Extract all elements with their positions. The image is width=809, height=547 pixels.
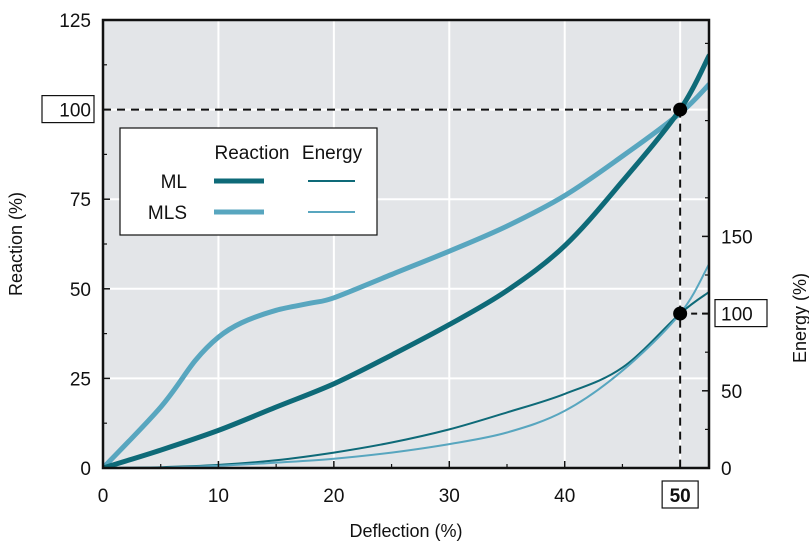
legend: Reaction Energy ML MLS	[119, 127, 378, 236]
y-tick-label: 75	[70, 190, 91, 211]
y-axis-title: Reaction (%)	[6, 192, 26, 296]
x-axis-title: Deflection (%)	[349, 521, 462, 541]
y-tick-highlight-box	[41, 94, 95, 124]
x-tick-label: 0	[98, 486, 109, 507]
y2-axis-title: Energy (%)	[790, 273, 809, 363]
y-tick-label: 100	[59, 101, 91, 122]
plot-background	[103, 20, 709, 468]
series-layer	[103, 53, 709, 468]
series-line-mls-reaction	[103, 82, 709, 468]
x-tick-label: 20	[323, 486, 344, 507]
axis-ticks	[102, 19, 709, 469]
y2-tick-highlight-box	[714, 299, 768, 328]
reference-marker	[673, 306, 688, 321]
series-line-mls-energy	[103, 263, 709, 468]
reference-marker	[673, 102, 688, 117]
x-tick-label: 30	[439, 486, 460, 507]
series-line-ml-reaction	[103, 53, 709, 468]
x-tick-label: 50	[670, 486, 691, 507]
x-tick-label: 10	[208, 486, 229, 507]
y2-tick-label: 0	[721, 459, 732, 480]
y-tick-label: 25	[70, 369, 91, 390]
y2-tick-label: 100	[721, 305, 753, 326]
y-tick-label: 125	[59, 11, 91, 32]
x-tick-highlight-box	[661, 480, 699, 509]
x-tick-label: 40	[554, 486, 575, 507]
legend-header-energy: Energy	[302, 143, 363, 164]
tick-labels: 0 10 20 30 40 50 0 25 50 75 100 125 0 50 100 150	[41, 11, 768, 509]
y-tick-label: 0	[80, 459, 91, 480]
y2-tick-label: 150	[721, 227, 753, 248]
y-tick-label: 50	[70, 280, 91, 301]
y2-tick-label: 50	[721, 382, 742, 403]
legend-row-ml: ML	[161, 172, 187, 193]
legend-header-reaction: Reaction	[215, 143, 290, 164]
legend-row-mls: MLS	[148, 203, 187, 224]
